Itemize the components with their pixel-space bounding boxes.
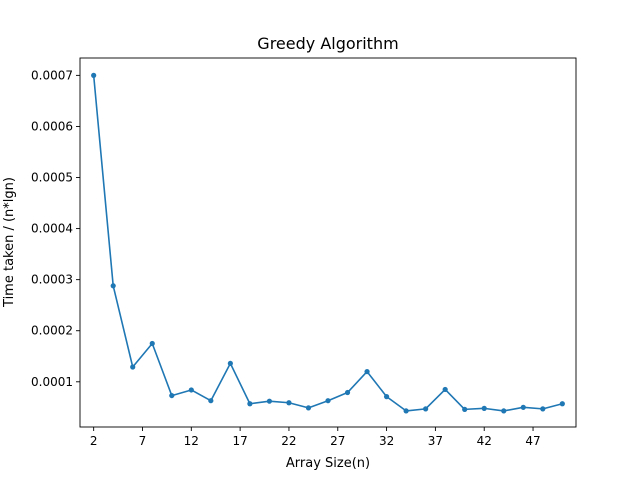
y-tick-label: 0.0007	[31, 68, 73, 82]
data-point	[364, 368, 370, 375]
data-point	[188, 387, 194, 393]
x-tick-label: 12	[184, 434, 199, 448]
x-tick-label: 32	[379, 434, 394, 448]
y-axis-label: Time taken / (n*lgn)	[2, 177, 17, 308]
data-point	[149, 340, 155, 347]
data-point	[266, 398, 273, 404]
y-tick-label: 0.0004	[31, 222, 73, 236]
x-tick-label: 47	[525, 434, 540, 448]
data-point	[227, 360, 233, 367]
data-point	[110, 283, 116, 289]
data-point	[442, 386, 448, 393]
data-point	[423, 406, 429, 412]
data-point	[208, 398, 214, 404]
data-point	[501, 408, 507, 414]
data-point	[462, 406, 468, 412]
data-point	[325, 398, 331, 404]
data-point	[383, 394, 390, 400]
data-point	[481, 405, 487, 411]
axes: 2 7 12 17 22 27 32 37 42 470.00010.00020.00030.00…	[31, 57, 577, 448]
data-point	[540, 406, 546, 412]
y-tick-label: 0.0001	[31, 375, 73, 389]
y-tick-label: 0.0003	[31, 273, 73, 287]
x-tick-label: 27	[330, 434, 345, 448]
data-point	[91, 72, 97, 78]
data-point	[344, 389, 351, 396]
x-axis-label: Array Size(n)	[286, 456, 370, 471]
data-point	[403, 408, 409, 414]
data-point	[286, 400, 292, 406]
x-tick-label: 42	[477, 434, 492, 448]
y-tick-label: 0.0005	[31, 171, 73, 185]
data-point	[130, 364, 136, 370]
plot-area	[91, 72, 565, 414]
axes-frame	[79, 57, 577, 428]
chart-title: Greedy Algorithm	[257, 34, 398, 53]
data-point	[305, 405, 312, 411]
data-point	[169, 392, 175, 399]
x-tick-label: 17	[232, 434, 247, 448]
data-point	[247, 401, 253, 407]
y-tick-label: 0.0006	[31, 119, 73, 133]
x-tick-label: 7	[139, 434, 147, 448]
y-tick-label: 0.0002	[31, 324, 73, 338]
data-point	[559, 401, 565, 407]
x-tick-label: 22	[281, 434, 296, 448]
x-tick-label: 37	[428, 434, 443, 448]
x-tick-label: 2	[90, 434, 98, 448]
data-point	[520, 404, 526, 410]
